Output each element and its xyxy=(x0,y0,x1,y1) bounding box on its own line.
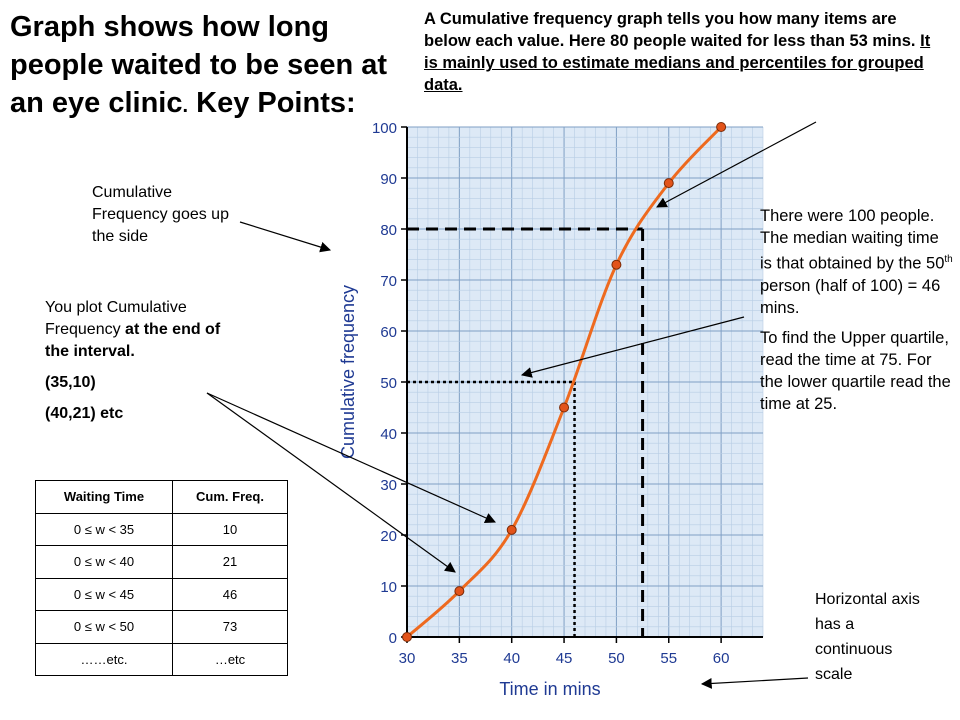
x-tick-label: 40 xyxy=(503,650,520,667)
table-cell-cum-freq: 21 xyxy=(172,545,288,579)
page-title-dot: . xyxy=(182,95,189,117)
x-axis-label: Time in mins xyxy=(499,679,600,699)
table-cell-cum-freq: …etc xyxy=(172,642,288,676)
x-tick-label: 55 xyxy=(660,650,677,667)
note-quartiles: To find the Upper quartile, read the tim… xyxy=(760,328,951,413)
x-tick-label: 60 xyxy=(713,650,730,667)
page-title: Graph shows how long people waited to be… xyxy=(10,8,395,125)
note-plotting: You plot Cumulative Frequency at the end… xyxy=(45,297,245,425)
arrow-to-median-line xyxy=(520,316,745,378)
page-title-tail: Key Points: xyxy=(188,87,356,119)
y-tick-label: 20 xyxy=(380,528,397,545)
note-median: There were 100 people. The median waitin… xyxy=(760,205,955,319)
y-tick-label: 80 xyxy=(380,222,397,239)
table-cell-interval: 0 ≤ w < 50 xyxy=(35,610,173,644)
data-point xyxy=(716,122,727,132)
cumulative-frequency-explanation: A Cumulative frequency graph tells you h… xyxy=(424,8,944,96)
table-header-cum-freq: Cum. Freq. xyxy=(172,480,288,514)
note-median-quartiles: There were 100 people. The median waitin… xyxy=(760,205,955,423)
data-point xyxy=(663,178,674,189)
y-tick-label: 70 xyxy=(380,273,397,290)
note-plotting-plain: You plot Cumulative Frequency xyxy=(45,299,187,338)
table-cell-cum-freq: 73 xyxy=(172,610,288,644)
x-tick-label: 30 xyxy=(399,650,416,667)
data-point xyxy=(611,259,622,270)
y-tick-label: 0 xyxy=(389,630,397,647)
table-row: 0 ≤ w < 50 73 xyxy=(35,610,288,644)
x-tick-label: 45 xyxy=(556,650,573,667)
data-point xyxy=(402,632,412,642)
y-tick-label: 90 xyxy=(380,171,397,188)
note-horizontal-axis: Horizontal axis has a continuous scale xyxy=(815,591,920,683)
note-median-sup: th xyxy=(944,254,953,265)
note-vertical-axis: Cumulative Frequency goes up the side xyxy=(92,184,229,245)
table-cell-cum-freq: 10 xyxy=(172,512,288,546)
x-tick-label: 35 xyxy=(451,650,468,667)
table-cell-interval: ……etc. xyxy=(35,642,173,676)
data-point xyxy=(559,402,570,413)
x-tick-label: 50 xyxy=(608,650,625,667)
y-tick-label: 30 xyxy=(380,477,397,494)
y-tick-label: 10 xyxy=(380,579,397,596)
table-cell-interval: 0 ≤ w < 45 xyxy=(35,577,173,611)
arrow-to-vertical-axis xyxy=(239,221,332,253)
arrow-to-80-line xyxy=(656,121,817,208)
explanation-bold: A Cumulative frequency graph tells you h… xyxy=(424,10,921,50)
table-row: ……etc. …etc xyxy=(35,642,288,676)
table-header-waiting-time: Waiting Time xyxy=(35,480,173,514)
table-row: 0 ≤ w < 40 21 xyxy=(35,545,288,579)
note-median-text-b: person (half of 100) = 46 mins. xyxy=(760,276,941,317)
y-axis-label: Cumulative frequency xyxy=(338,285,358,459)
table-row: 0 ≤ w < 35 10 xyxy=(35,512,288,546)
table-cell-interval: 0 ≤ w < 35 xyxy=(35,512,173,546)
arrow-to-point-40 xyxy=(206,392,456,573)
arrow-to-horizontal-axis xyxy=(700,677,809,689)
data-point xyxy=(454,586,465,597)
explanation-underlined: It is mainly used to estimate medians an… xyxy=(424,32,931,94)
note-plotting-example-1: (35,10) xyxy=(45,374,96,391)
frequency-table: Waiting Time Cum. Freq. 0 ≤ w < 35 10 0 ≤… xyxy=(35,480,288,676)
note-median-text-a: There were 100 people. The median waitin… xyxy=(760,207,945,273)
note-plotting-bold: at the end of the interval. xyxy=(45,321,221,360)
note-plotting-example-2: (40,21) etc xyxy=(45,405,124,422)
y-tick-label: 40 xyxy=(380,426,397,443)
y-tick-label: 100 xyxy=(372,120,397,137)
y-tick-label: 60 xyxy=(380,324,397,341)
y-tick-label: 50 xyxy=(380,375,397,392)
table-row: 0 ≤ w < 45 46 xyxy=(35,577,288,611)
page-title-main: Graph shows how long people waited to be… xyxy=(10,11,388,119)
data-point xyxy=(506,524,517,535)
arrow-to-point-35 xyxy=(206,392,496,523)
table-cell-cum-freq: 46 xyxy=(172,577,288,611)
table-cell-interval: 0 ≤ w < 40 xyxy=(35,545,173,579)
